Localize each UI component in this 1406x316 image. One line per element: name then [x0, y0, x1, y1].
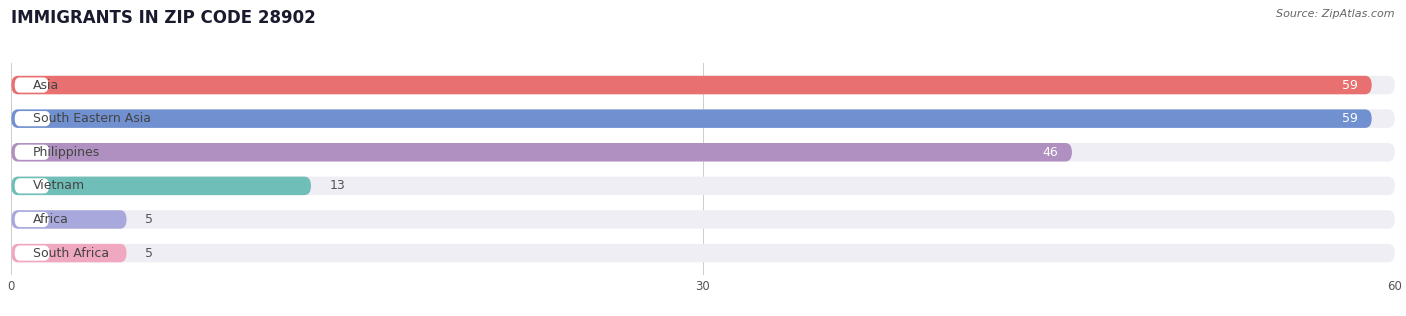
- Text: 59: 59: [1341, 79, 1358, 92]
- FancyBboxPatch shape: [11, 177, 311, 195]
- Text: Philippines: Philippines: [34, 146, 100, 159]
- FancyBboxPatch shape: [11, 143, 1395, 161]
- FancyBboxPatch shape: [11, 244, 127, 262]
- Text: Asia: Asia: [34, 79, 59, 92]
- FancyBboxPatch shape: [11, 177, 1395, 195]
- FancyBboxPatch shape: [11, 76, 1372, 94]
- FancyBboxPatch shape: [11, 210, 1395, 229]
- Text: Vietnam: Vietnam: [34, 179, 86, 192]
- Text: 5: 5: [145, 213, 153, 226]
- FancyBboxPatch shape: [11, 109, 1372, 128]
- FancyBboxPatch shape: [14, 77, 48, 93]
- FancyBboxPatch shape: [14, 111, 51, 126]
- Text: South Eastern Asia: South Eastern Asia: [34, 112, 152, 125]
- FancyBboxPatch shape: [14, 246, 49, 261]
- FancyBboxPatch shape: [11, 109, 1395, 128]
- Text: IMMIGRANTS IN ZIP CODE 28902: IMMIGRANTS IN ZIP CODE 28902: [11, 9, 316, 27]
- Text: 13: 13: [329, 179, 346, 192]
- FancyBboxPatch shape: [11, 76, 1395, 94]
- FancyBboxPatch shape: [14, 145, 49, 160]
- FancyBboxPatch shape: [11, 244, 1395, 262]
- Text: Source: ZipAtlas.com: Source: ZipAtlas.com: [1277, 9, 1395, 20]
- FancyBboxPatch shape: [14, 212, 49, 227]
- FancyBboxPatch shape: [11, 210, 127, 229]
- FancyBboxPatch shape: [11, 143, 1071, 161]
- Text: Africa: Africa: [34, 213, 69, 226]
- Text: 5: 5: [145, 246, 153, 259]
- Text: South Africa: South Africa: [34, 246, 110, 259]
- FancyBboxPatch shape: [14, 178, 49, 193]
- Text: 59: 59: [1341, 112, 1358, 125]
- Text: 46: 46: [1042, 146, 1059, 159]
